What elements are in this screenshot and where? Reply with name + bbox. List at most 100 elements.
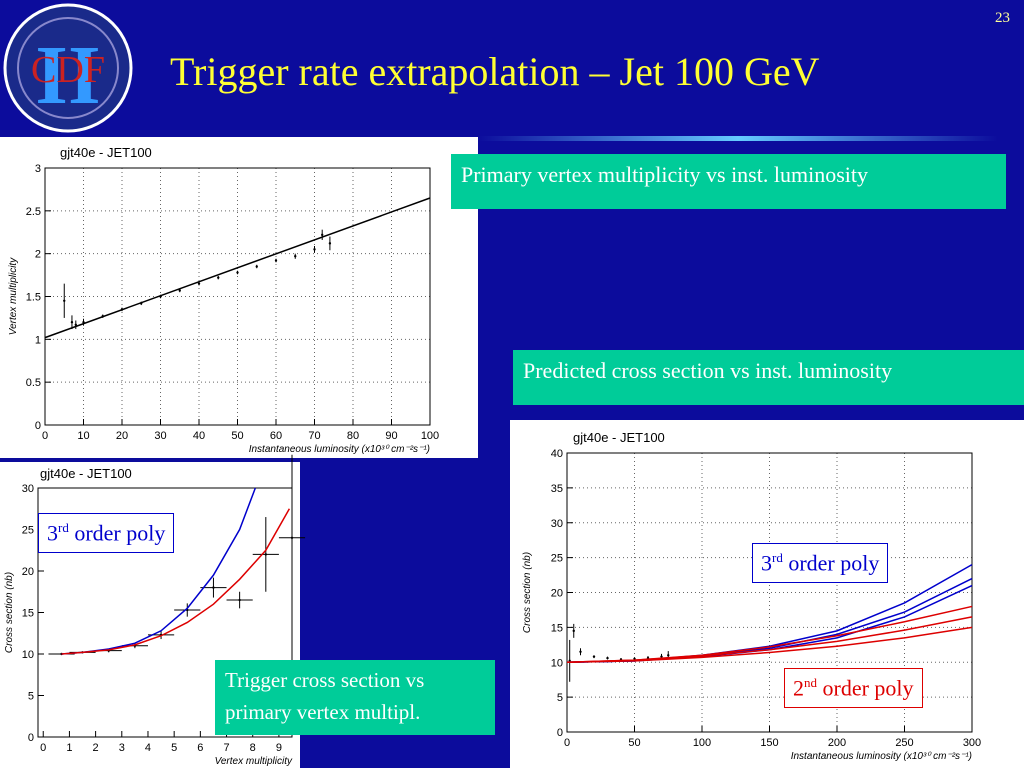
fit-curve (61, 508, 291, 655)
poly-text: order poly (74, 520, 166, 546)
y-tick-label: 10 (551, 657, 563, 669)
y-tick-label: 5 (557, 692, 563, 704)
x-tick-label: 60 (270, 430, 282, 442)
x-tick-label: 90 (385, 430, 397, 442)
caption: Primary vertex multiplicity vs inst. lum… (451, 154, 1006, 209)
y-tick-label: 1 (35, 334, 41, 346)
point (290, 536, 294, 539)
data-point (255, 264, 258, 269)
plot-frame (566, 452, 973, 733)
x-tick-label: 0 (564, 737, 570, 749)
y-tick-label: 40 (551, 448, 563, 460)
poly-number: 3 (47, 520, 58, 546)
caption: Predicted cross section vs inst. luminos… (513, 350, 1024, 405)
point (212, 586, 215, 589)
data-point (313, 245, 316, 253)
data-point (592, 655, 596, 659)
point (274, 259, 278, 262)
y-axis-label: Cross section (nb) (522, 552, 533, 633)
x-tick-label: 3 (119, 742, 125, 754)
data-point (70, 315, 74, 330)
x-tick-label: 300 (963, 737, 981, 749)
point (70, 321, 74, 324)
y-tick-label: 2 (35, 249, 41, 261)
poly-number: 2 (793, 675, 804, 701)
y-tick-label: 25 (22, 525, 34, 537)
x-tick-label: 4 (145, 742, 151, 754)
y-tick-label: 35 (551, 483, 563, 495)
chart-title: gjt40e - JET100 (573, 430, 665, 445)
x-tick-label: 50 (231, 430, 243, 442)
x-tick-label: 80 (347, 430, 359, 442)
x-tick-label: 2 (93, 742, 99, 754)
y-tick-label: 5 (28, 691, 34, 703)
x-tick-label: 0 (40, 742, 46, 754)
poly-suffix: rd (772, 550, 783, 565)
y-tick-label: 20 (551, 588, 563, 600)
point (660, 655, 663, 658)
data-point (217, 275, 220, 280)
caption: Trigger cross section vs primary vertex … (215, 660, 495, 735)
x-tick-label: 200 (828, 737, 846, 749)
data-point (572, 623, 575, 638)
page-number: 23 (995, 10, 1010, 26)
x-tick-label: 0 (42, 430, 48, 442)
fit-curve (566, 626, 973, 663)
point (197, 282, 201, 285)
point (264, 553, 268, 556)
x-tick-label: 100 (421, 430, 439, 442)
chart-title: gjt40e - JET100 (60, 145, 152, 160)
data-point (200, 577, 227, 598)
x-tick-label: 9 (276, 742, 282, 754)
logo-text: CDF (31, 49, 105, 91)
x-tick-label: 100 (693, 737, 711, 749)
point (667, 654, 670, 657)
data-point (606, 656, 609, 660)
x-tick-label: 40 (193, 430, 205, 442)
chart-background (510, 420, 1024, 768)
logo-ring (3, 3, 133, 133)
logo-roman: II (35, 29, 100, 122)
plot-frame (44, 167, 431, 426)
point (294, 255, 297, 258)
point (238, 598, 241, 602)
y-tick-label: 0.5 (26, 377, 41, 389)
point (74, 323, 78, 326)
point (579, 650, 582, 653)
data-point (236, 270, 239, 275)
point (255, 265, 258, 268)
data-point (278, 454, 306, 621)
x-tick-label: 5 (171, 742, 177, 754)
x-tick-label: 1 (66, 742, 72, 754)
data-point (294, 253, 297, 259)
x-tick-label: 150 (760, 737, 778, 749)
fit-curve (44, 197, 431, 339)
y-tick-label: 0 (35, 420, 41, 432)
chart-background (0, 137, 478, 458)
x-tick-label: 30 (154, 430, 166, 442)
poly-box: 3rd order poly (38, 513, 175, 554)
x-tick-label: 20 (116, 430, 128, 442)
poly-text: order poly (788, 550, 880, 576)
point (328, 242, 332, 245)
y-tick-label: 10 (22, 649, 34, 661)
y-tick-label: 2.5 (26, 206, 41, 218)
data-point (226, 591, 253, 609)
point (63, 299, 66, 302)
x-axis-label: Instantaneous luminosity (x10³⁰ cm⁻²s⁻¹) (791, 751, 972, 762)
y-tick-label: 30 (551, 518, 563, 530)
x-tick-label: 10 (77, 430, 89, 442)
data-point (252, 517, 279, 592)
x-tick-label: 8 (250, 742, 256, 754)
y-tick-label: 0 (28, 732, 34, 744)
x-tick-label: 50 (628, 737, 640, 749)
y-axis-label: Vertex multiplicity (8, 257, 19, 335)
title-rule (478, 136, 998, 141)
x-tick-label: 250 (895, 737, 913, 749)
slide-title: Trigger rate extrapolation – Jet 100 GeV (170, 49, 820, 94)
y-tick-label: 25 (551, 553, 563, 565)
x-axis-label: Instantaneous luminosity (x10³⁰ cm⁻²s⁻¹) (249, 444, 430, 455)
point (236, 271, 239, 274)
x-tick-label: 7 (223, 742, 229, 754)
